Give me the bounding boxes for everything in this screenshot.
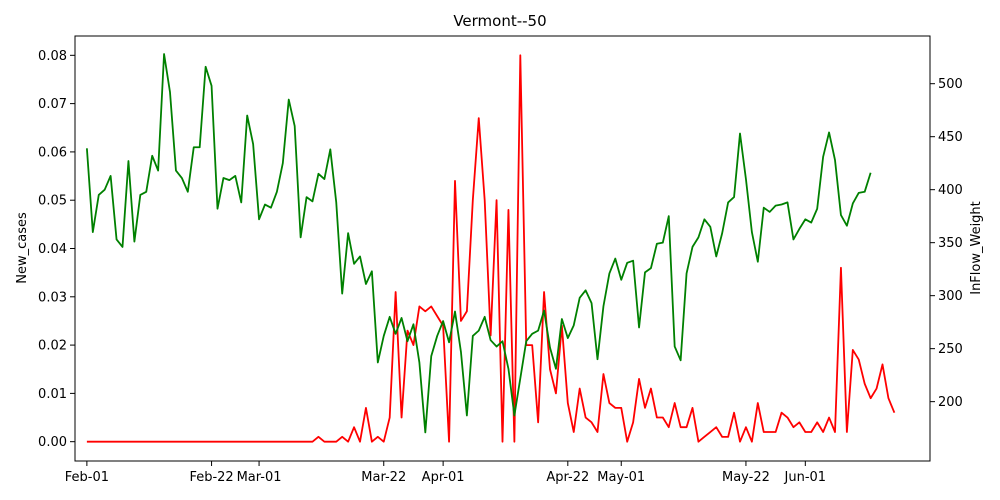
x-tick-label: Mar-22 <box>361 470 406 485</box>
y-tick-label: 0.08 <box>38 49 67 64</box>
y-tick-label: 0.02 <box>38 339 67 354</box>
series-line-1 <box>86 54 896 443</box>
y-tick-label: 0.07 <box>38 97 67 112</box>
x-tick-label: Feb-22 <box>189 470 233 485</box>
y-tick-label: 0.06 <box>38 145 67 160</box>
y2-tick-label: 350 <box>938 236 963 251</box>
x-axis: Feb-01 Feb-22 Mar-01 Mar-22 Apr-01 Apr-22 May-… <box>65 461 826 485</box>
x-tick-label: Feb-01 <box>65 470 109 485</box>
x-tick-label: Apr-22 <box>546 470 589 485</box>
y2-tick-label: 500 <box>938 77 963 92</box>
y2-axis: 200 250 300 350 400 450 500 <box>930 77 963 410</box>
y-axis-label: New_cases <box>15 212 30 284</box>
y2-tick-label: 300 <box>938 289 963 304</box>
y-tick-label: 0.01 <box>38 387 67 402</box>
y2-tick-label: 400 <box>938 183 963 198</box>
x-tick-label: Jun-01 <box>784 470 827 485</box>
y-axis: 0.00 0.01 0.02 0.03 0.04 0.05 0.06 0.07 0.08 <box>38 49 75 450</box>
y-tick-label: 0.05 <box>38 194 67 209</box>
y2-axis-label: InFlow_Weight <box>969 201 984 295</box>
y-tick-label: 0.03 <box>38 290 67 305</box>
y-tick-label: 0.00 <box>38 435 67 450</box>
chart-title: Vermont--50 <box>453 12 546 30</box>
y2-tick-label: 200 <box>938 395 963 410</box>
x-tick-label: Apr-01 <box>422 470 465 485</box>
series-line-2 <box>85 53 872 434</box>
x-tick-label: May-01 <box>597 470 645 485</box>
y2-tick-label: 250 <box>938 342 963 357</box>
x-tick-label: May-22 <box>722 470 770 485</box>
x-tick-label: Mar-01 <box>237 470 282 485</box>
series-layer <box>85 53 896 443</box>
y2-tick-label: 450 <box>938 130 963 145</box>
y-tick-label: 0.04 <box>38 242 67 257</box>
plot-frame <box>74 35 931 462</box>
